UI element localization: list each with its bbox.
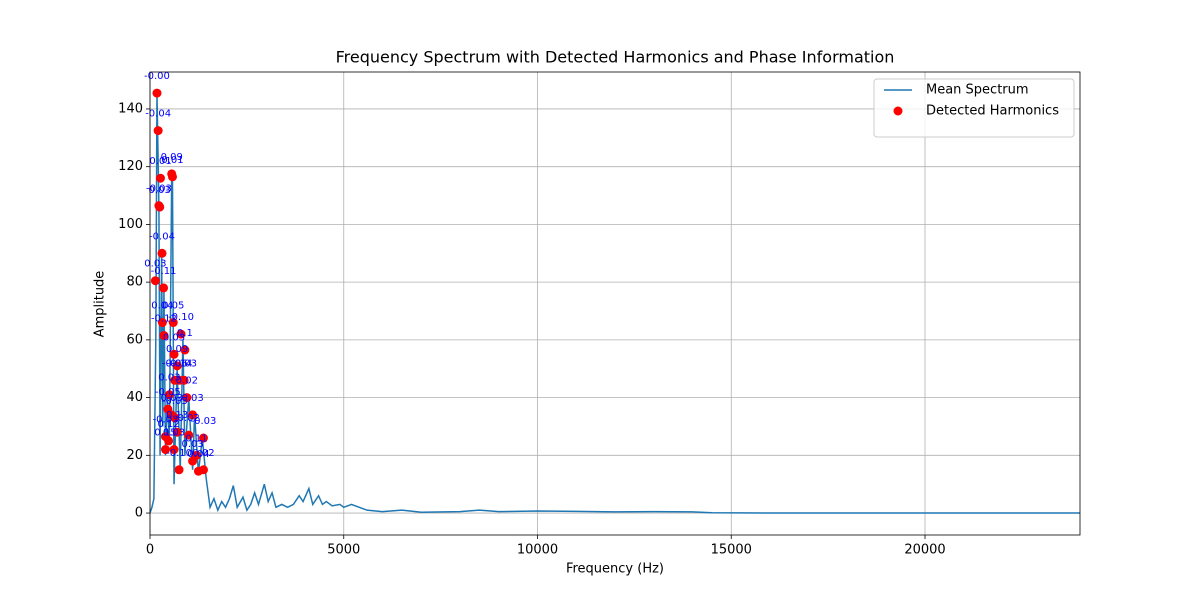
harmonic-point xyxy=(159,283,169,293)
phase-label: -0.03 xyxy=(153,415,179,426)
y-tick-label: 120 xyxy=(118,159,143,174)
phase-label: 0.09 xyxy=(166,344,188,355)
phase-label: -0.03 xyxy=(162,396,188,407)
phase-label: -0.10 xyxy=(166,448,192,459)
y-tick-label: 60 xyxy=(126,332,143,347)
y-axis-label: Amplitude xyxy=(93,271,108,338)
phase-label: 0.03 xyxy=(163,428,185,439)
harmonic-point xyxy=(198,433,208,443)
phase-label: 0.1 xyxy=(177,328,193,339)
harmonic-point xyxy=(182,393,192,403)
legend-label: Detected Harmonics xyxy=(926,104,1059,119)
harmonic-point xyxy=(174,465,184,475)
harmonic-point xyxy=(176,329,186,339)
y-tick-label: 20 xyxy=(126,448,143,463)
harmonic-point xyxy=(155,173,165,183)
harmonic-point xyxy=(164,436,174,446)
phase-label: 0.15 xyxy=(154,428,176,439)
x-tick-label: 10000 xyxy=(517,543,558,558)
harmonic-point xyxy=(170,413,180,423)
phase-label: 0.02 xyxy=(176,376,198,387)
phase-label: 0.05 xyxy=(162,301,184,312)
phase-label: -0.03 xyxy=(146,184,172,195)
harmonic-point xyxy=(164,390,174,400)
legend-box xyxy=(873,78,1075,138)
phase-label: -0.04 xyxy=(149,231,175,242)
harmonic-point xyxy=(168,318,178,328)
harmonic-point xyxy=(198,465,208,475)
phase-label: -0.03 xyxy=(171,358,197,369)
x-tick-label: 5000 xyxy=(327,543,360,558)
phase-label: -0.12 xyxy=(151,314,177,325)
harmonic-point xyxy=(169,349,179,359)
phase-label: -0.10 xyxy=(168,312,194,323)
phase-label: -0.04 xyxy=(145,109,171,120)
phase-label: 0.09 xyxy=(161,152,183,163)
phase-label: 0.03 xyxy=(149,185,171,196)
phase-label: -0.05 xyxy=(155,387,181,398)
phase-label: 0.04 xyxy=(187,449,209,460)
phase-label: 0.03 xyxy=(181,439,203,450)
harmonic-point xyxy=(184,430,194,440)
plot-frame xyxy=(149,71,1081,536)
phase-label: -0.11 xyxy=(151,266,177,277)
legend-swatch xyxy=(893,106,903,116)
phase-label: -0.06 xyxy=(162,358,188,369)
harmonic-point xyxy=(170,375,180,385)
harmonic-point xyxy=(157,318,167,328)
harmonic-point xyxy=(172,361,182,371)
phase-label: 0.01 xyxy=(161,155,183,166)
harmonic-point xyxy=(180,345,190,355)
y-tick-label: 40 xyxy=(126,390,143,405)
y-tick-label: 80 xyxy=(126,275,143,290)
harmonic-point xyxy=(192,450,201,460)
x-tick-label: 20000 xyxy=(904,543,945,558)
x-tick-label: 0 xyxy=(146,543,154,558)
phase-label: 0.02 xyxy=(192,448,214,459)
spectrum-line xyxy=(149,94,1080,514)
phase-label: -0.14 xyxy=(167,358,193,369)
harmonic-point xyxy=(153,126,163,136)
harmonic-point xyxy=(152,88,162,98)
legend-label: Mean Spectrum xyxy=(926,83,1029,98)
phase-label: 0.11 xyxy=(185,433,207,444)
x-axis-label: Frequency (Hz) xyxy=(566,562,664,577)
x-tick-label: 15000 xyxy=(711,543,752,558)
harmonic-point xyxy=(179,375,189,385)
y-tick-label: 100 xyxy=(118,217,143,232)
phase-label: 0.03 xyxy=(144,259,166,270)
y-tick-label: 0 xyxy=(135,506,143,521)
phase-label: 0.01 xyxy=(149,156,171,167)
harmonic-point xyxy=(155,202,165,212)
phase-label: -0.00 xyxy=(144,71,170,82)
phase-label: 0.04 xyxy=(151,301,173,312)
harmonic-point xyxy=(188,410,198,420)
harmonic-point xyxy=(172,427,182,437)
harmonic-point xyxy=(159,331,169,341)
harmonic-point xyxy=(169,445,179,455)
chart-title: Frequency Spectrum with Detected Harmoni… xyxy=(336,48,895,67)
phase-label: 0.13 xyxy=(166,410,188,421)
phase-label: 0.03 xyxy=(161,393,183,404)
phase-label: 0.12 xyxy=(157,419,179,430)
phase-label: 0.03 xyxy=(163,332,185,343)
phase-label: 0.03 xyxy=(158,373,180,384)
phase-label: 0.02 xyxy=(178,413,200,424)
harmonic-point xyxy=(157,248,167,258)
harmonic-point xyxy=(167,172,177,182)
phase-label: 0.03 xyxy=(181,393,203,404)
harmonic-point xyxy=(161,445,170,455)
harmonic-point xyxy=(150,276,160,286)
phase-label: -0.03 xyxy=(191,416,217,427)
y-tick-label: 140 xyxy=(118,101,143,116)
